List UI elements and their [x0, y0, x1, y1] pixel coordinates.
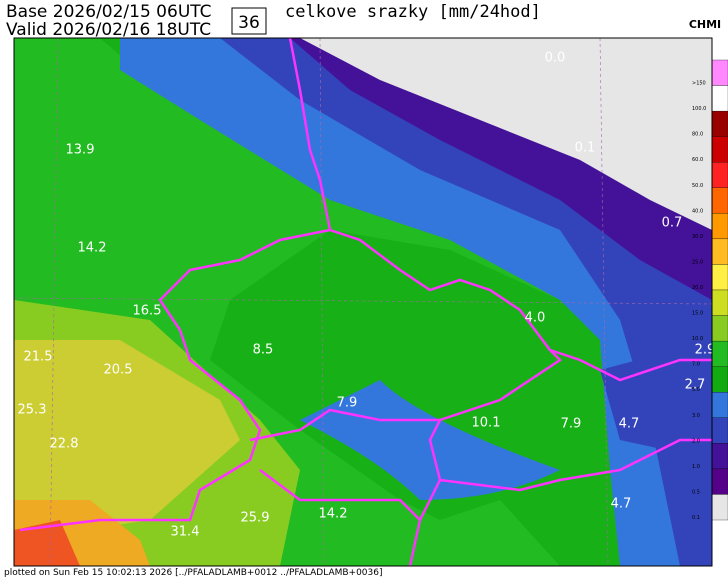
map-label: 4.7 — [611, 497, 632, 512]
logo: CHMI — [689, 18, 721, 31]
base-time: Base 2026/02/15 06UTC — [6, 2, 212, 22]
colorbar: >150 100.0 80.0 60.0 50.0 40.0 30.0 25.0 20.0 15.… — [692, 59, 728, 521]
colorbar-label: 20.0 — [692, 285, 703, 291]
colorbar-label: 7.0 — [692, 362, 700, 368]
map-label: 25.3 — [18, 403, 47, 418]
map-label: 14.2 — [319, 507, 348, 522]
map-label: 25.9 — [241, 511, 270, 526]
precip-field — [14, 38, 712, 566]
colorbar-label: 30.0 — [692, 234, 703, 240]
valid-time: Valid 2026/02/16 18UTC — [6, 20, 211, 40]
colorbar-label: 80.0 — [692, 132, 703, 138]
colorbar-swatch — [711, 494, 728, 521]
map-label: 22.8 — [50, 437, 79, 452]
colorbar-swatch — [711, 443, 728, 470]
colorbar-swatch — [711, 366, 728, 393]
colorbar-swatch — [711, 238, 728, 265]
map-label: 16.5 — [133, 304, 162, 319]
map-label: 20.5 — [104, 363, 133, 378]
map-labels: 0.0 0.1 13.9 0.7 14.2 16.5 4.0 8.5 2.9 21.5 20.5 2.… — [18, 51, 716, 540]
colorbar-label: 3.0 — [692, 413, 700, 419]
colorbar-swatch — [711, 289, 728, 316]
colorbar-swatch — [711, 392, 728, 418]
colorbar-swatch — [711, 136, 728, 163]
map-label: 2.9 — [695, 343, 716, 358]
map-label: 13.9 — [66, 143, 95, 158]
colorbar-swatch — [711, 213, 728, 240]
map-frame — [13, 37, 713, 567]
forecast-hour: 36 — [238, 13, 260, 33]
chart-title: celkove srazky [mm/24hod] — [285, 2, 541, 22]
colorbar-label: 15.0 — [692, 311, 703, 317]
colorbar-label: 0.5 — [692, 489, 700, 495]
map-label: 7.9 — [337, 396, 358, 411]
hour-box — [231, 7, 267, 35]
colorbar-label: 40.0 — [692, 208, 703, 214]
colorbar-swatch — [711, 59, 728, 86]
colorbar-label: 2.0 — [692, 438, 700, 444]
colorbar-label: 1.0 — [692, 464, 700, 470]
map-label: 31.4 — [171, 525, 200, 540]
colorbar-swatch — [711, 110, 728, 137]
map-label: 21.5 — [24, 350, 53, 365]
colorbar-swatch — [711, 264, 728, 291]
colorbar-label: >150 — [692, 81, 706, 87]
map-label: 7.9 — [561, 417, 582, 432]
colorbar-swatch — [711, 340, 728, 367]
footer: plotted on Sun Feb 15 10:02:13 2026 [../… — [4, 568, 383, 578]
map-label: 4.7 — [619, 417, 640, 432]
map-label: 14.2 — [78, 241, 107, 256]
colorbar-swatch — [711, 417, 728, 444]
borders — [19, 37, 712, 567]
map-label: 0.0 — [545, 51, 566, 66]
map-label: 8.5 — [253, 343, 274, 358]
colorbar-label: 10.0 — [692, 336, 703, 342]
colorbar-swatch — [711, 85, 728, 112]
colorbar-swatch — [711, 162, 728, 188]
colorbar-label: 50.0 — [692, 183, 703, 189]
map-label: 0.1 — [575, 141, 596, 156]
colorbar-label: 25.0 — [692, 259, 703, 265]
colorbar-label: 5.0 — [692, 387, 700, 393]
colorbar-swatch — [711, 468, 728, 495]
colorbar-label: 100.0 — [692, 106, 706, 112]
colorbar-label: 60.0 — [692, 157, 703, 163]
map-label: 2.7 — [685, 378, 706, 393]
colorbar-swatch — [711, 315, 728, 342]
colorbar-label: 0.1 — [692, 515, 700, 521]
map-label: 10.1 — [472, 416, 501, 431]
colorbar-swatch — [711, 187, 728, 214]
graticule — [13, 37, 713, 567]
map-label: 0.7 — [662, 216, 683, 231]
map-label: 4.0 — [525, 311, 546, 326]
